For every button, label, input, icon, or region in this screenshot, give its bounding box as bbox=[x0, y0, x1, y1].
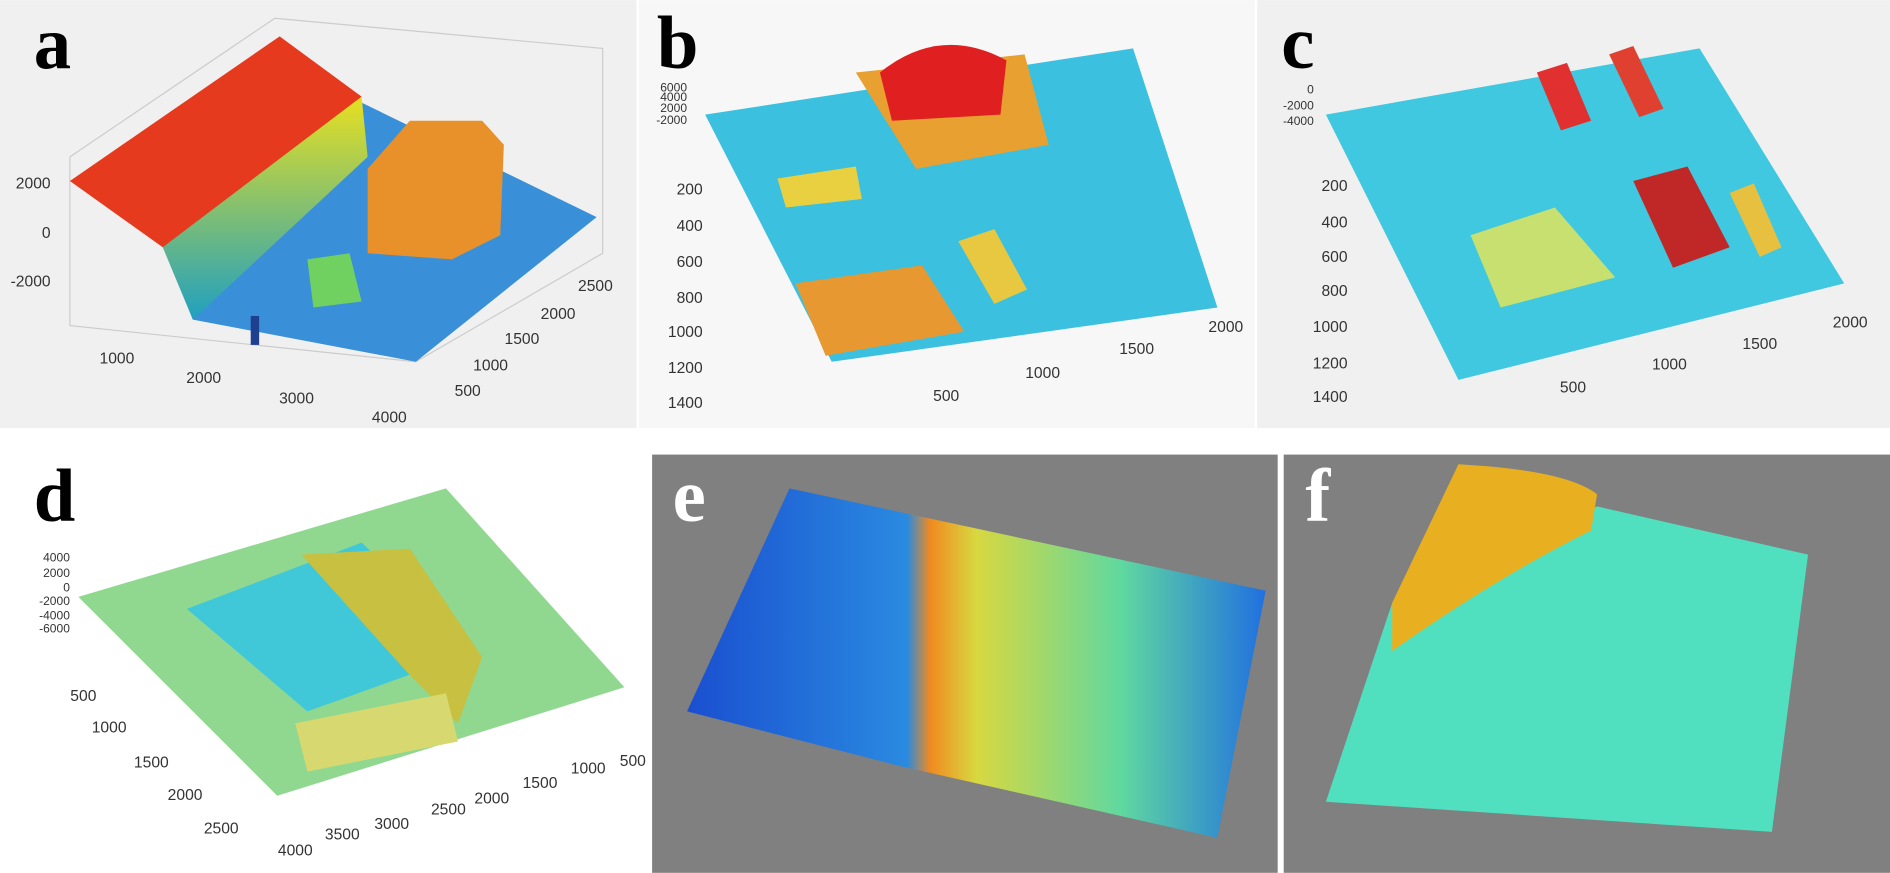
x-tick-label: 1500 bbox=[523, 775, 558, 792]
z-tick-label: -2000 bbox=[11, 273, 51, 290]
texture bbox=[301, 548, 483, 724]
x-tick-label: 1000 bbox=[1652, 357, 1687, 374]
panel-label: a bbox=[34, 2, 71, 85]
z-tick-label: 2000 bbox=[16, 176, 51, 193]
block bbox=[1609, 45, 1664, 118]
x-tick-label: 500 bbox=[620, 753, 646, 770]
surface-b bbox=[705, 44, 1218, 362]
y-tick-label: 2000 bbox=[541, 306, 576, 323]
surface-c bbox=[1325, 45, 1845, 380]
z-tick-label: -2000 bbox=[656, 113, 687, 127]
y-tick-label: 1000 bbox=[1313, 319, 1348, 336]
block bbox=[1729, 183, 1782, 257]
x-tick-label: 500 bbox=[933, 388, 959, 405]
y-tick-label: 400 bbox=[677, 218, 703, 235]
y-tick-label: 2500 bbox=[204, 821, 239, 838]
y-tick-label: 1000 bbox=[668, 324, 703, 341]
y-tick-label: 1200 bbox=[668, 360, 703, 377]
x-tick-label: 2000 bbox=[474, 790, 509, 807]
y-tick-label: 200 bbox=[677, 182, 703, 199]
block bbox=[307, 253, 362, 308]
y-tick-label: 600 bbox=[1321, 249, 1347, 266]
x-tick-label: 1500 bbox=[1742, 336, 1777, 353]
x-tick-label: 3000 bbox=[279, 390, 314, 407]
x-tick-label: 1000 bbox=[1025, 365, 1060, 382]
spike bbox=[250, 315, 260, 345]
y-tick-label: 1500 bbox=[504, 331, 539, 348]
surface-a bbox=[69, 17, 604, 363]
x-tick-label: 4000 bbox=[278, 842, 313, 859]
pad bbox=[295, 693, 459, 772]
y-tick-label: 1000 bbox=[473, 358, 508, 375]
axis-box bbox=[69, 17, 604, 363]
y-tick-label: 800 bbox=[1321, 283, 1347, 300]
block bbox=[1633, 166, 1730, 268]
z-tick-label: -2000 bbox=[1283, 98, 1314, 112]
slab bbox=[1392, 464, 1598, 652]
x-tick-label: 1000 bbox=[571, 760, 606, 777]
z-tick-label: -6000 bbox=[39, 622, 70, 636]
z-tick-label: 0 bbox=[42, 225, 51, 242]
z-tick-label: 4000 bbox=[660, 90, 687, 104]
y-tick-label: 400 bbox=[1321, 214, 1347, 231]
x-tick-label: 2500 bbox=[431, 801, 466, 818]
x-tick-label: 2000 bbox=[186, 370, 221, 387]
y-tick-label: 1500 bbox=[134, 754, 169, 771]
x-tick-label: 2000 bbox=[1833, 314, 1868, 331]
x-tick-label: 1500 bbox=[1119, 341, 1154, 358]
y-tick-label: 200 bbox=[1321, 178, 1347, 195]
panel-label: e bbox=[673, 455, 706, 538]
panel-label: b bbox=[657, 2, 699, 85]
block bbox=[367, 120, 504, 260]
y-tick-label: 2000 bbox=[168, 787, 203, 804]
z-tick-label: 4000 bbox=[43, 550, 70, 564]
block bbox=[958, 229, 1027, 304]
z-tick-label: 6000 bbox=[660, 80, 687, 94]
z-tick-label: 0 bbox=[63, 581, 70, 595]
x-tick-label: 1000 bbox=[99, 350, 134, 367]
pad bbox=[1470, 207, 1616, 308]
panel-label: c bbox=[1281, 2, 1314, 85]
block bbox=[1536, 62, 1592, 131]
y-tick-label: 600 bbox=[677, 254, 703, 271]
block bbox=[777, 166, 862, 208]
y-tick-label: 500 bbox=[70, 688, 96, 705]
slab bbox=[69, 36, 362, 248]
surface-e bbox=[687, 488, 1266, 838]
x-tick-label: 3500 bbox=[325, 827, 360, 844]
y-tick-label: 1000 bbox=[92, 719, 127, 736]
x-tick-label: 3000 bbox=[374, 816, 409, 833]
pad bbox=[795, 265, 965, 356]
z-tick-label: -4000 bbox=[1283, 114, 1314, 128]
surface-f bbox=[1325, 464, 1809, 832]
panel-label: f bbox=[1305, 455, 1331, 538]
y-tick-label: 1400 bbox=[668, 395, 703, 412]
z-tick-label: 2000 bbox=[660, 101, 687, 115]
y-tick-label: 2500 bbox=[578, 278, 613, 295]
x-tick-label: 500 bbox=[1560, 379, 1586, 396]
z-tick-label: -2000 bbox=[39, 594, 70, 608]
x-tick-label: 4000 bbox=[372, 410, 407, 427]
y-tick-label: 800 bbox=[677, 290, 703, 307]
z-tick-label: -4000 bbox=[39, 608, 70, 622]
y-tick-label: 1200 bbox=[1313, 355, 1348, 372]
floor bbox=[1325, 48, 1845, 380]
y-tick-label: 1400 bbox=[1313, 389, 1348, 406]
x-tick-label: 2000 bbox=[1208, 319, 1243, 336]
dome bbox=[879, 44, 1007, 121]
y-tick-label: 500 bbox=[455, 383, 481, 400]
panel-label: d bbox=[34, 455, 76, 538]
surface-d bbox=[78, 488, 625, 796]
wall bbox=[162, 96, 368, 320]
z-tick-label: 0 bbox=[1307, 83, 1314, 97]
z-tick-label: 2000 bbox=[43, 566, 70, 580]
